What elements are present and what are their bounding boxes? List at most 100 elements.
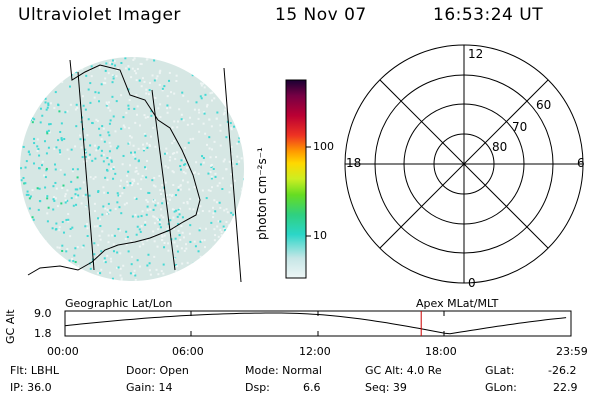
uv-speckle — [100, 138, 103, 141]
uv-speckle — [230, 173, 233, 176]
uv-speckle — [214, 264, 217, 267]
uv-speckle — [205, 66, 208, 69]
uv-speckle — [243, 258, 244, 261]
uv-speckle — [98, 100, 101, 103]
uv-speckle — [64, 195, 67, 198]
uv-speckle — [145, 92, 148, 95]
uv-speckle — [238, 160, 241, 163]
uv-speckle — [143, 114, 146, 117]
uv-speckle — [71, 170, 74, 173]
uv-speckle — [243, 102, 244, 105]
uv-speckle — [122, 264, 125, 267]
uv-speckle — [46, 79, 49, 82]
uv-speckle — [112, 250, 115, 253]
uv-speckle — [108, 150, 111, 153]
uv-speckle — [155, 268, 158, 271]
uv-speckle — [23, 227, 26, 230]
uv-speckle — [143, 80, 146, 83]
uv-speckle — [55, 146, 58, 149]
uv-speckle — [45, 169, 48, 172]
uv-speckle — [153, 255, 156, 258]
uv-speckle — [98, 127, 101, 130]
uv-speckle — [123, 186, 126, 189]
uv-speckle — [212, 269, 215, 272]
uv-speckle — [180, 159, 183, 162]
uv-speckle — [24, 264, 27, 267]
uv-speckle — [135, 166, 138, 169]
uv-speckle — [76, 246, 79, 249]
uv-speckle — [41, 279, 44, 281]
uv-speckle — [22, 279, 25, 281]
uv-speckle — [135, 79, 138, 82]
uv-speckle — [172, 171, 175, 174]
uv-speckle — [35, 81, 38, 84]
uv-speckle — [70, 148, 73, 151]
uv-speckle — [202, 161, 205, 164]
uv-speckle — [228, 191, 231, 194]
uv-speckle — [65, 250, 68, 253]
uv-speckle — [82, 244, 85, 247]
uv-speckle — [165, 194, 168, 197]
uv-speckle — [116, 266, 119, 269]
uv-speckle — [227, 94, 230, 97]
uv-speckle — [205, 61, 208, 64]
uv-speckle — [130, 239, 133, 242]
uv-speckle — [147, 253, 150, 256]
glat-value: -26.2 — [548, 364, 577, 377]
uv-speckle — [229, 89, 232, 92]
uv-speckle — [47, 206, 50, 209]
uv-speckle — [22, 270, 25, 273]
uv-speckle — [176, 215, 179, 218]
uv-speckle — [90, 75, 93, 78]
uv-speckle — [223, 111, 226, 114]
uv-speckle — [182, 94, 185, 97]
uv-speckle — [90, 57, 93, 60]
uv-speckle — [98, 234, 101, 237]
uv-speckle — [21, 266, 24, 269]
uv-speckle — [129, 272, 132, 275]
uv-speckle — [34, 62, 37, 65]
uv-speckle — [99, 225, 102, 228]
uv-speckle — [158, 70, 161, 73]
uv-speckle — [44, 240, 47, 243]
uv-speckle — [169, 156, 172, 159]
uv-speckle — [209, 92, 212, 95]
uv-speckle — [57, 72, 60, 75]
uv-speckle — [241, 187, 244, 190]
uv-speckle — [240, 238, 243, 241]
uv-speckle — [231, 114, 234, 117]
uv-speckle — [136, 259, 139, 262]
uv-speckle — [186, 202, 189, 205]
uv-speckle — [192, 262, 195, 265]
uv-speckle — [59, 151, 62, 154]
uv-speckle — [152, 208, 155, 211]
uv-speckle — [157, 107, 160, 110]
uv-speckle — [239, 76, 242, 79]
uv-speckle — [230, 127, 233, 130]
uv-speckle — [166, 111, 169, 114]
uv-speckle — [44, 262, 47, 265]
uv-speckle — [173, 152, 176, 155]
uv-speckle — [38, 167, 41, 170]
uv-speckle — [33, 162, 36, 165]
uv-speckle — [145, 213, 148, 216]
uv-speckle — [137, 172, 140, 175]
uv-speckle — [119, 195, 122, 198]
uv-speckle — [44, 66, 47, 69]
uv-speckle — [106, 178, 109, 181]
uv-speckle — [41, 114, 44, 117]
uv-speckle — [236, 142, 239, 145]
uv-speckle — [101, 230, 104, 233]
uv-speckle — [120, 127, 123, 130]
uv-speckle — [175, 263, 178, 266]
uv-speckle — [119, 267, 122, 270]
uv-speckle — [215, 117, 218, 120]
uv-speckle — [128, 141, 131, 144]
uv-speckle — [215, 86, 218, 89]
uv-speckle — [61, 276, 64, 279]
uv-speckle — [50, 83, 53, 86]
uv-speckle — [181, 262, 184, 265]
uv-speckle — [238, 137, 241, 140]
time-label: 16:53:24 UT — [433, 5, 544, 25]
uv-speckle — [121, 163, 124, 166]
